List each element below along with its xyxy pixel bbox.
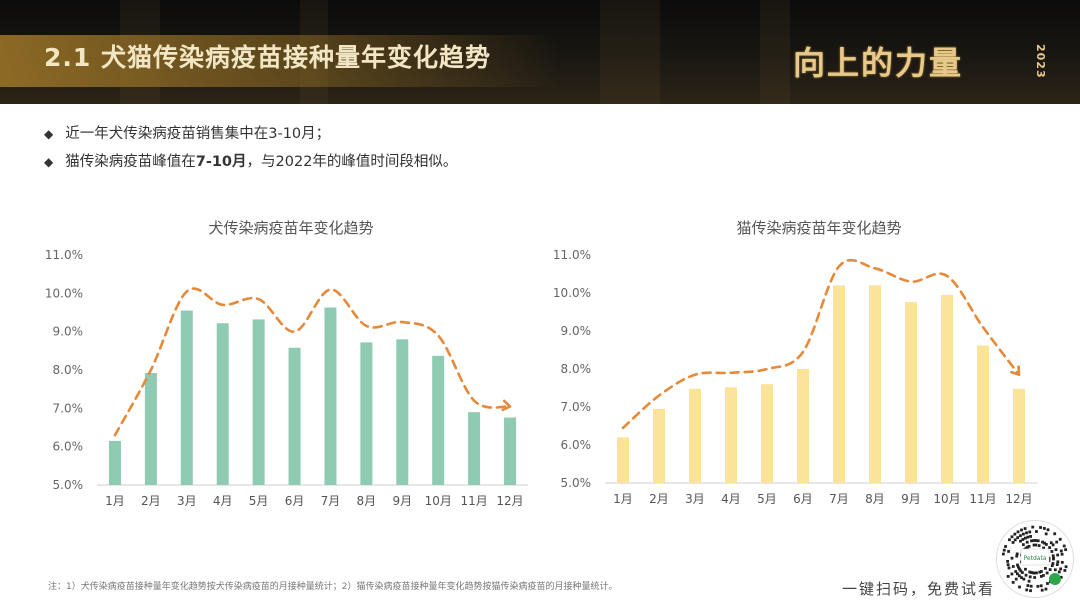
dog-xtick-label: 2月 <box>141 494 161 508</box>
page-title: 2.1 犬猫传染病疫苗接种量年变化趋势 <box>44 43 491 72</box>
dog-bar <box>468 412 481 485</box>
cat-xtick-label: 7月 <box>829 492 849 506</box>
cat-xtick-label: 12月 <box>1005 492 1032 506</box>
cat-bar <box>1013 388 1025 483</box>
cat-xtick-label: 3月 <box>685 492 705 506</box>
bullet-text-prefix: 猫传染病疫苗峰值在 <box>65 154 196 170</box>
dog-xtick-label: 4月 <box>213 494 233 508</box>
diamond-bullet-icon: ◆ <box>44 155 54 169</box>
cat-xtick-label: 4月 <box>721 492 741 506</box>
dog-bar <box>432 355 445 485</box>
cat-ytick-label: 7.0% <box>561 400 592 414</box>
dog-ytick-label: 9.0% <box>53 325 84 339</box>
cat-ytick-label: 6.0% <box>561 438 592 452</box>
cat-bar <box>869 285 881 483</box>
bullet-item-2: ◆ 猫传染病疫苗峰值在7-10月，与2022年的峰值时间段相似。 <box>44 148 457 176</box>
bullet-text: 近一年犬传染病疫苗销售集中在3-10月； <box>65 126 331 142</box>
cat-xtick-label: 9月 <box>901 492 921 506</box>
cat-xtick-label: 8月 <box>865 492 885 506</box>
cat-trend-arrow-icon <box>1010 365 1021 377</box>
dog-bar <box>396 339 409 485</box>
cat-bar <box>653 408 665 483</box>
dog-xtick-label: 7月 <box>321 494 341 508</box>
dog-xtick-label: 1月 <box>105 494 125 508</box>
dog-ytick-label: 7.0% <box>53 401 84 415</box>
cat-ytick-label: 8.0% <box>561 362 592 376</box>
dog-ytick-label: 11.0% <box>45 248 83 262</box>
cat-bar <box>797 369 809 483</box>
dog-xtick-label: 3月 <box>177 494 197 508</box>
cat-ytick-label: 11.0% <box>553 248 591 262</box>
cat-bar <box>761 384 773 483</box>
bullet-item-1: ◆ 近一年犬传染病疫苗销售集中在3-10月； <box>44 120 457 148</box>
cat-ytick-label: 5.0% <box>561 476 592 490</box>
title-band <box>0 35 560 87</box>
cat-bar <box>725 387 737 483</box>
dog-bar <box>108 440 121 485</box>
qr-code-icon: Petdata <box>1001 525 1068 593</box>
cat-ytick-label: 9.0% <box>561 324 592 338</box>
dog-xtick-label: 9月 <box>392 494 412 508</box>
cat-bar <box>617 437 629 483</box>
cat-xtick-label: 11月 <box>969 492 996 506</box>
bullet-text-bold: 7-10月 <box>195 154 247 170</box>
cat-xtick-label: 5月 <box>757 492 777 506</box>
dog-ytick-label: 8.0% <box>53 363 84 377</box>
brand-logo-year: 2023 <box>1034 44 1047 79</box>
bullet-text-suffix: ，与2022年的峰值时间段相似。 <box>246 154 458 170</box>
dog-xtick-label: 8月 <box>357 494 377 508</box>
cat-bar <box>905 302 917 483</box>
cat-xtick-label: 2月 <box>649 492 669 506</box>
chart-title-cat: 猫传染病疫苗年变化趋势 <box>736 219 902 237</box>
dog-xtick-label: 12月 <box>496 494 523 508</box>
dog-ytick-label: 10.0% <box>45 286 83 300</box>
dog-trend-arrow-icon <box>501 399 512 412</box>
footnote: 注：1）犬传染病疫苗接种量年变化趋势按犬传染病疫苗的月接种量统计；2）猫传染病疫… <box>48 582 618 592</box>
bullet-list: ◆ 近一年犬传染病疫苗销售集中在3-10月； ◆ 猫传染病疫苗峰值在7-10月，与2… <box>44 120 457 176</box>
dog-bar <box>180 310 193 485</box>
cat-bar <box>977 345 989 483</box>
cat-xtick-label: 10月 <box>933 492 960 506</box>
cat-ytick-label: 10.0% <box>553 286 591 300</box>
chart-title-dog: 犬传染病疫苗年变化趋势 <box>208 219 374 237</box>
dog-bar <box>144 373 157 485</box>
dog-xtick-label: 10月 <box>425 494 452 508</box>
dog-trend-line <box>113 287 512 437</box>
dog-ytick-label: 5.0% <box>53 478 84 492</box>
scan-prompt: 一键扫码，免费试看 <box>842 580 996 598</box>
cat-bar <box>941 294 953 483</box>
dog-bar <box>288 347 301 485</box>
dog-ytick-label: 6.0% <box>53 440 84 454</box>
dog-xtick-label: 11月 <box>460 494 487 508</box>
cat-xtick-label: 1月 <box>613 492 633 506</box>
cat-bar <box>689 388 701 483</box>
header-banner: 2.1 犬猫传染病疫苗接种量年变化趋势 向上的力量 2023 <box>0 0 1080 104</box>
qr-label: Petdata <box>1024 555 1047 562</box>
dog-bar <box>252 319 265 485</box>
brand-logo: 向上的力量 <box>793 44 964 82</box>
dog-xtick-label: 5月 <box>249 494 269 508</box>
cat-trend-line <box>621 258 1021 430</box>
dog-bar <box>504 417 517 485</box>
diamond-bullet-icon: ◆ <box>44 127 54 141</box>
cat-bar <box>833 285 845 483</box>
dog-bar <box>216 323 229 485</box>
dog-xtick-label: 6月 <box>285 494 305 508</box>
dog-bar <box>360 342 373 485</box>
cat-xtick-label: 6月 <box>793 492 813 506</box>
dog-bar <box>324 307 337 485</box>
qr-code[interactable]: Petdata <box>996 520 1074 598</box>
